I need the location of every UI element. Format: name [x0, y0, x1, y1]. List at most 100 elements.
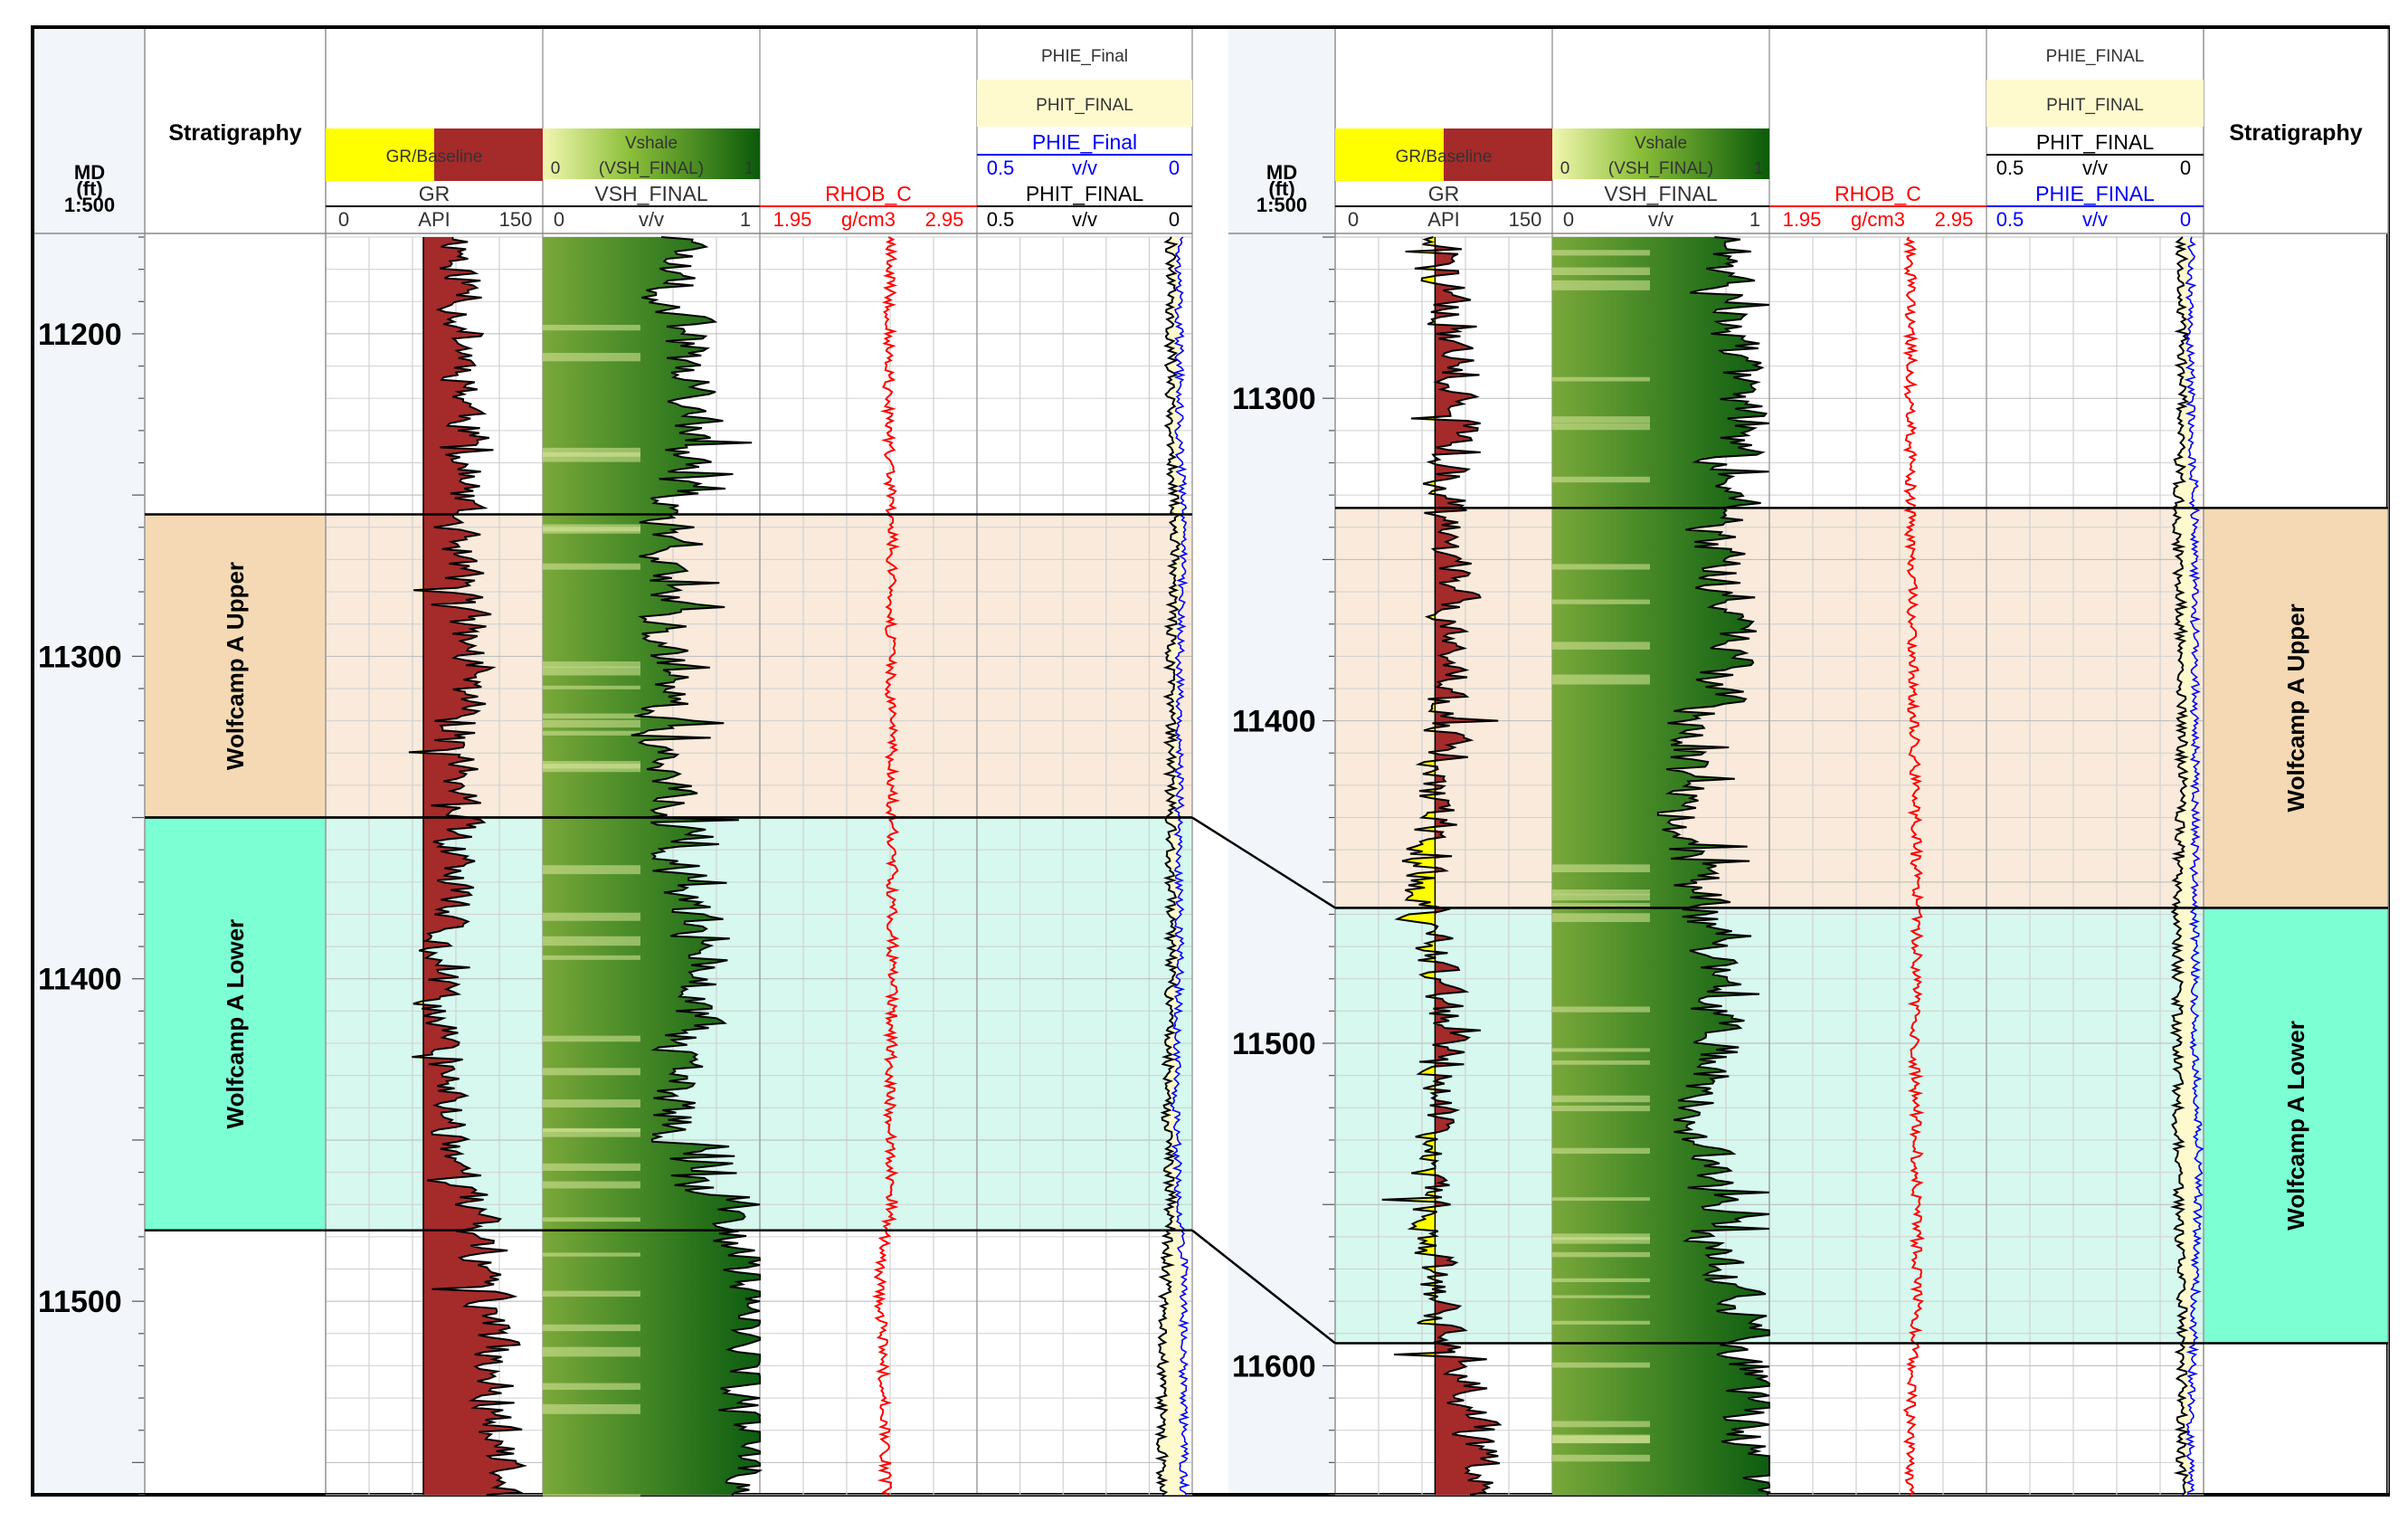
vsh-band	[543, 936, 640, 946]
strat-zone-box	[145, 817, 326, 1231]
depth-label: 11400	[1232, 705, 1316, 739]
vsh-band	[543, 666, 640, 676]
vsh-band	[1552, 1295, 1650, 1298]
phit-legend-label: PHIT_FINAL	[2046, 96, 2144, 115]
stratigraphy-title: Stratigraphy	[2229, 120, 2362, 146]
gr-unit: API	[1427, 208, 1459, 231]
vsh-band	[1552, 423, 1650, 431]
vsh-band	[1552, 1320, 1650, 1325]
rhob-unit: g/cm3	[841, 208, 896, 231]
vsh-band	[543, 955, 640, 960]
gr-sand-fill	[1381, 237, 1436, 1495]
gr-shale-fill	[1435, 237, 1500, 1495]
vsh-band	[1552, 1147, 1650, 1155]
phit-legend-swatch	[1986, 80, 2204, 127]
vsh-legend-swatch	[543, 128, 760, 179]
vsh-band	[543, 865, 640, 875]
panel-gap	[1192, 29, 1228, 1493]
vsh-max: 1	[740, 208, 751, 231]
strat-zone-label: Wolfcamp A Lower	[222, 919, 249, 1129]
vsh-band	[1552, 1237, 1650, 1244]
vsh-band	[1552, 1105, 1650, 1112]
phi-curve2-min: 0.5	[987, 208, 1015, 231]
md-header-bg	[1228, 29, 1335, 233]
phie-curve	[2184, 236, 2204, 1496]
gr-curve-name: GR	[419, 182, 450, 205]
phi-top-label: PHIE_FINAL	[2046, 47, 2145, 66]
depth-label: 11400	[38, 963, 122, 997]
gr-max: 150	[499, 208, 533, 231]
rhob-curve-name: RHOB_C	[1834, 182, 1921, 205]
rhob-max: 2.95	[925, 208, 964, 231]
phie-curve	[1170, 236, 1190, 1496]
vsh-band	[1552, 416, 1650, 423]
vsh-min: 0	[1563, 208, 1574, 231]
vsh-curve	[630, 236, 763, 1496]
gr-curve	[408, 236, 528, 1496]
vsh-band	[1552, 1251, 1650, 1258]
vsh-band	[1552, 864, 1650, 873]
gr-legend-label: GR/Baseline	[386, 147, 483, 166]
vsh-legend-label: Vshale	[625, 134, 678, 153]
md-header-bg	[34, 29, 145, 233]
md-header-label: (ft)	[1268, 177, 1294, 200]
vsh-band	[543, 563, 640, 570]
strat-zone-box	[2204, 508, 2388, 908]
vsh-band	[1552, 1435, 1650, 1443]
gr-legend-swatch	[326, 128, 543, 181]
vsh-band	[1552, 599, 1650, 604]
vsh-band	[543, 912, 640, 921]
vsh-legend-min: 0	[551, 159, 561, 178]
phi-curve1-name: PHIE_Final	[1032, 130, 1137, 154]
vsh-curve-name: VSH_FINAL	[594, 182, 707, 205]
vsh-legend-swatch	[1552, 128, 1769, 179]
vsh-band	[1552, 280, 1650, 290]
vsh-band	[543, 1099, 640, 1107]
vsh-band	[1552, 894, 1650, 901]
strat-zone-box	[2204, 908, 2388, 1344]
phi-curve1-max: 0	[2180, 157, 2191, 179]
vsh-band	[543, 353, 640, 362]
vsh-band	[543, 527, 640, 534]
phit-legend-swatch	[977, 80, 1192, 127]
phit-curve	[2169, 236, 2191, 1496]
correlation-line	[1191, 1229, 1336, 1345]
vsh-legend-max: 1	[1754, 159, 1764, 178]
vsh-band	[1552, 267, 1650, 276]
correlation-line	[1191, 816, 1336, 909]
depth-label: 11500	[1232, 1027, 1316, 1061]
md-column-bg	[1228, 29, 1335, 1493]
depth-label: 11300	[1232, 382, 1316, 416]
phi-curve2-unit: v/v	[2082, 208, 2108, 231]
vsh-band	[543, 452, 640, 462]
strat-zone-label: Wolfcamp A Upper	[222, 562, 249, 770]
strat-zone-box	[145, 514, 326, 818]
vsh-band	[1552, 1197, 1650, 1202]
vsh-band	[1552, 564, 1650, 570]
vsh-band	[543, 1181, 640, 1189]
phi-curve1-min: 0.5	[1996, 157, 2024, 179]
vsh-band	[543, 1163, 640, 1171]
vsh-band	[1552, 889, 1650, 896]
rhob-max: 2.95	[1935, 208, 1974, 231]
md-column-bg	[34, 29, 145, 1493]
vsh-band	[543, 1035, 640, 1042]
vsh-band	[543, 764, 640, 773]
vsh-band	[543, 1324, 640, 1332]
vsh-band	[1552, 250, 1650, 256]
phi-curve1-unit: v/v	[2082, 157, 2108, 179]
phi-curve2-name: PHIT_FINAL	[1026, 182, 1144, 205]
md-header-label: 1:500	[1256, 194, 1307, 216]
phi-curve2-max: 0	[2180, 208, 2191, 231]
gr-curve	[1381, 236, 1503, 1496]
vsh-band	[543, 1217, 640, 1222]
phi-curve1-min: 0.5	[987, 157, 1015, 179]
depth-label: 11500	[38, 1285, 122, 1319]
vsh-band	[543, 1346, 640, 1357]
depth-label: 11300	[38, 640, 122, 674]
phi-curve1-name: PHIT_FINAL	[2036, 130, 2155, 154]
vsh-band	[543, 324, 640, 331]
vsh-min: 0	[554, 208, 564, 231]
vsh-band	[543, 661, 640, 668]
